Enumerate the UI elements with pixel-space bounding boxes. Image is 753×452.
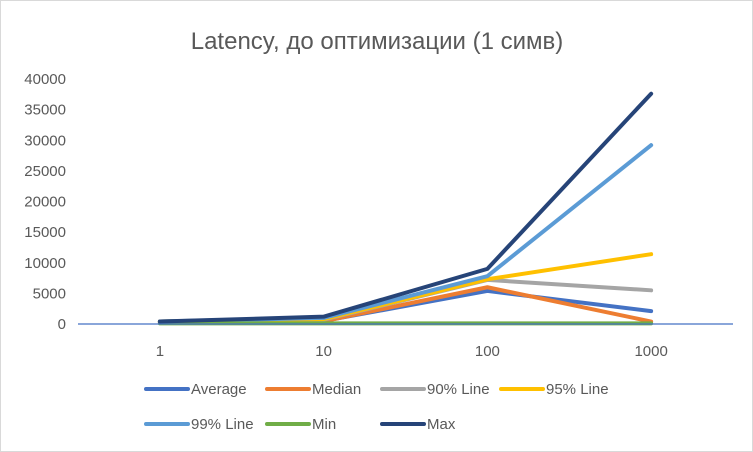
legend-item-99-line: 99% Line	[144, 416, 254, 433]
x-tick-label: 1	[156, 343, 164, 360]
legend-item-median: Median	[265, 381, 361, 398]
legend-label: 90% Line	[427, 381, 490, 398]
x-tick-label: 1000	[634, 343, 667, 360]
legend-label: Median	[312, 381, 361, 398]
legend-label: Min	[312, 416, 336, 433]
series-line-max	[157, 91, 654, 324]
y-tick-label: 35000	[24, 102, 66, 119]
y-axis-ticks: 0 5000 10000 15000 20000 25000 30000 35000 40000	[24, 71, 66, 333]
x-tick-label: 100	[475, 343, 500, 360]
y-tick-label: 15000	[24, 224, 66, 241]
y-tick-label: 10000	[24, 255, 66, 272]
y-tick-label: 25000	[24, 163, 66, 180]
y-tick-label: 40000	[24, 71, 66, 88]
legend-item-90-line: 90% Line	[380, 381, 490, 398]
legend: Average Median 90% Line 95% Line 99% Line Min…	[144, 381, 609, 433]
plot-series	[157, 91, 654, 326]
legend-label: Average	[191, 381, 247, 398]
legend-label: 95% Line	[546, 381, 609, 398]
chart-title: Latency, до оптимизации (1 симв)	[191, 28, 564, 55]
x-tick-label: 10	[315, 343, 332, 360]
legend-label: Max	[427, 416, 456, 433]
y-tick-label: 5000	[33, 285, 66, 302]
legend-item-average: Average	[144, 381, 247, 398]
legend-label: 99% Line	[191, 416, 254, 433]
legend-item-95-line: 95% Line	[499, 381, 609, 398]
y-tick-label: 0	[58, 316, 66, 333]
y-tick-label: 20000	[24, 194, 66, 211]
x-axis-ticks: 1 10 100 1000	[156, 343, 668, 360]
legend-item-max: Max	[380, 416, 456, 433]
legend-item-min: Min	[265, 416, 336, 433]
y-tick-label: 30000	[24, 132, 66, 149]
series-line-95-line	[157, 252, 654, 324]
